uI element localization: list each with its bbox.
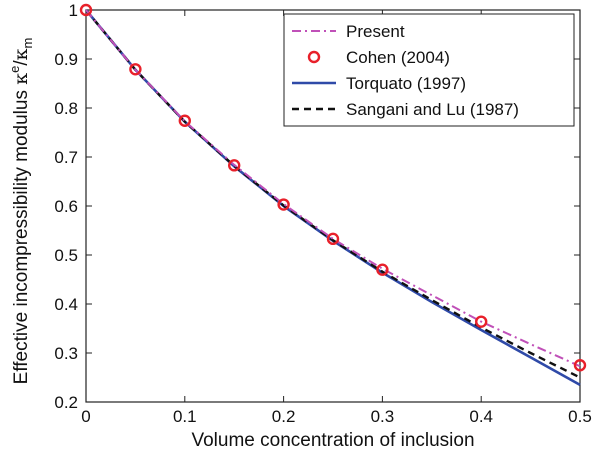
y-tick-label: 0.2: [54, 393, 78, 412]
data-point: [475, 315, 488, 328]
data-point: [376, 263, 389, 276]
y-axis-label: Effective incompressibility modulus κe/κ…: [7, 38, 35, 385]
data-point: [227, 159, 241, 172]
y-axis-label-subscript: m: [20, 38, 35, 49]
y-tick-label: 1: [69, 1, 78, 20]
legend-entry: Cohen (2004): [307, 48, 450, 67]
legend: Present Cohen (2004) Torquato (1997) Sangan…: [283, 13, 575, 127]
y-tick-label: 0.6: [54, 197, 78, 216]
y-tick-label: 0.7: [54, 148, 78, 167]
x-tick-label: 0.1: [173, 407, 197, 426]
data-point: [79, 3, 93, 17]
y-axis-label-symbol-2: κ: [10, 48, 32, 60]
legend-label: Present: [346, 22, 405, 41]
y-tick-label: 0.4: [54, 295, 78, 314]
x-tick-label: 0.3: [371, 407, 395, 426]
legend-entry: Sangani and Lu (1987): [292, 100, 519, 119]
legend-label: Sangani and Lu (1987): [346, 100, 519, 119]
x-axis-label: Volume concentration of inclusion: [191, 430, 474, 451]
legend-entry: Torquato (1997): [292, 74, 466, 93]
data-point: [129, 63, 142, 76]
x-tick-label: 0: [81, 407, 90, 426]
x-tick-label: 0.5: [568, 407, 592, 426]
y-tick-label: 0.3: [54, 344, 78, 363]
series-line-0: [85, 9, 581, 368]
legend-marker: [307, 50, 321, 64]
y-axis-label-superscript: e: [7, 66, 22, 73]
legend-box: [283, 13, 575, 127]
y-axis-label-separator: /: [11, 60, 32, 66]
x-tick-label: 0.4: [469, 407, 493, 426]
data-point: [326, 232, 340, 246]
legend-label: Cohen (2004): [346, 48, 450, 67]
y-tick-label: 0.8: [54, 99, 78, 118]
y-tick-label: 0.5: [54, 246, 78, 265]
series-cohen-2004: [79, 3, 587, 372]
y-tick-label: 0.9: [54, 50, 78, 69]
y-axis-label-main: Effective incompressibility modulus: [11, 90, 32, 384]
x-tick-label: 0.2: [272, 407, 296, 426]
series-layer: [79, 3, 587, 386]
legend-label: Torquato (1997): [346, 74, 466, 93]
legend-entry: Present: [292, 22, 405, 41]
series-line-3: [85, 9, 581, 379]
data-point: [573, 359, 587, 372]
y-axis-label-symbol: κ: [10, 73, 32, 85]
data-point: [178, 114, 192, 127]
data-point: [277, 198, 290, 211]
tick-labels: 0 0.1 0.2 0.3 0.4 0.5 0.2 0.3 0.4 0.5 0.6 0.7 0.8 0.9…: [54, 1, 591, 426]
